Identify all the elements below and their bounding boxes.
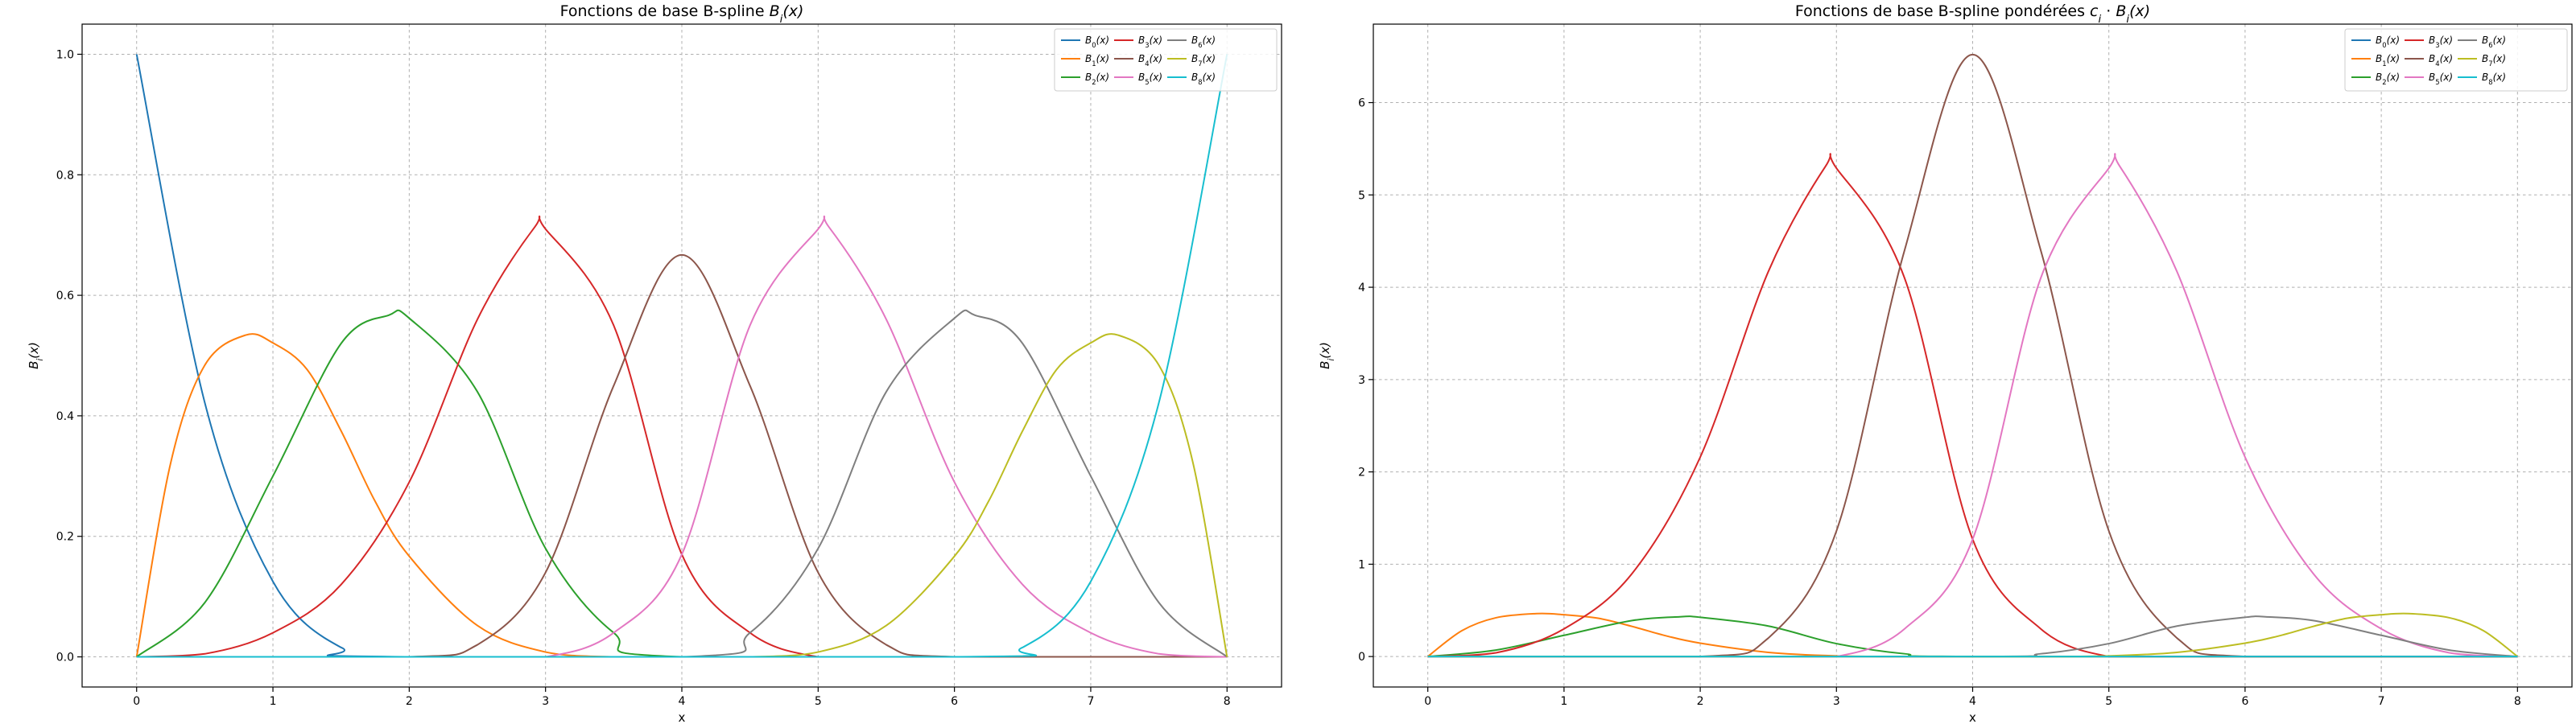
x-tick-label: 8 <box>2514 695 2521 708</box>
legend-frame <box>1054 28 1278 92</box>
y-tick-label: 5 <box>1358 189 1365 202</box>
y-tick-label: 0 <box>1358 651 1365 664</box>
legend-entry-b3: B3(x) <box>2429 35 2453 49</box>
legend-entry-b4: B4(x) <box>1138 53 1162 68</box>
legend-entry-b6: B6(x) <box>1191 35 1216 49</box>
y-tick-label: 0.8 <box>56 169 74 182</box>
x-tick-label: 1 <box>1560 695 1567 708</box>
x-tick-label: 7 <box>2378 695 2385 708</box>
legend: B0(x) B1(x) B2(x) B3(x) B4(x) B5(x) B6(x) B7(x)… <box>1054 28 1278 92</box>
legend-entry-b7: B7(x) <box>1191 53 1216 68</box>
y-tick-label: 1 <box>1358 558 1365 571</box>
x-tick-label: 3 <box>1833 695 1840 708</box>
y-tick-label: 3 <box>1358 374 1365 387</box>
y-tick-label: 0.2 <box>56 531 74 544</box>
x-tick-label: 1 <box>270 695 277 708</box>
y-axis-label: Bi(x) <box>27 342 45 369</box>
x-tick-label: 0 <box>133 695 140 708</box>
y-axis-label: Bi(x) <box>1318 342 1336 369</box>
x-tick-label: 3 <box>542 695 549 708</box>
y-tick-label: 1.0 <box>56 48 74 61</box>
x-tick-label: 0 <box>1424 695 1431 708</box>
y-tick-label: 2 <box>1358 467 1365 479</box>
x-tick-label: 7 <box>1087 695 1094 708</box>
x-tick-label: 2 <box>406 695 413 708</box>
legend-entry-b2: B2(x) <box>2376 72 2400 86</box>
chart-title: Fonctions de base B-spline Bi(x) <box>560 2 804 26</box>
x-tick-label: 6 <box>2241 695 2248 708</box>
legend-entry-b0: B0(x) <box>1085 35 1109 49</box>
chart-panel-0: 0 1 2 3 4 5 6 7 8 0.0 0.2 0.4 0.6 0.8 1.0 x Bi(x) Fonctio… <box>27 2 1282 724</box>
legend-entry-b6: B6(x) <box>2482 35 2506 49</box>
x-axis-label: x <box>1969 710 1976 724</box>
series-line-b4 <box>136 253 1228 658</box>
chart-title: Fonctions de base B-spline pondérées ci … <box>1795 2 2150 26</box>
legend-entry-b0: B0(x) <box>2376 35 2400 49</box>
y-tick-label: 6 <box>1358 97 1365 110</box>
x-tick-label: 6 <box>951 695 958 708</box>
legend-entry-b7: B7(x) <box>2482 53 2506 68</box>
legend-entry-b5: B5(x) <box>2429 72 2453 86</box>
y-tick-label: 0.4 <box>56 410 74 423</box>
legend-entry-b2: B2(x) <box>1085 72 1109 86</box>
x-tick-label: 2 <box>1697 695 1704 708</box>
legend-entry-b8: B8(x) <box>2482 72 2506 86</box>
legend-entry-b8: B8(x) <box>1191 72 1216 86</box>
legend-entry-b1: B1(x) <box>2376 53 2400 68</box>
y-tick-label: 0.6 <box>56 290 74 302</box>
x-tick-label: 4 <box>679 695 686 708</box>
legend-entry-b1: B1(x) <box>1085 53 1109 68</box>
chart-panel-1: 0 1 2 3 4 5 6 7 8 0 1 2 3 4 5 6 x Bi(x) Fonctions de base … <box>1318 2 2573 724</box>
legend: B0(x) B1(x) B2(x) B3(x) B4(x) B5(x) B6(x) B7(x)… <box>2344 28 2568 92</box>
legend-entry-b3: B3(x) <box>1138 35 1162 49</box>
x-tick-label: 8 <box>1224 695 1231 708</box>
y-tick-label: 0.0 <box>56 652 74 664</box>
x-tick-label: 4 <box>1969 695 1976 708</box>
x-axis-label: x <box>679 710 686 724</box>
legend-frame <box>2344 28 2568 92</box>
legend-entry-b5: B5(x) <box>1138 72 1162 86</box>
x-tick-label: 5 <box>815 695 822 708</box>
legend-entry-b4: B4(x) <box>2429 53 2453 68</box>
x-tick-label: 5 <box>2105 695 2112 708</box>
series-line-b8 <box>136 54 1228 658</box>
y-tick-label: 4 <box>1358 282 1365 294</box>
